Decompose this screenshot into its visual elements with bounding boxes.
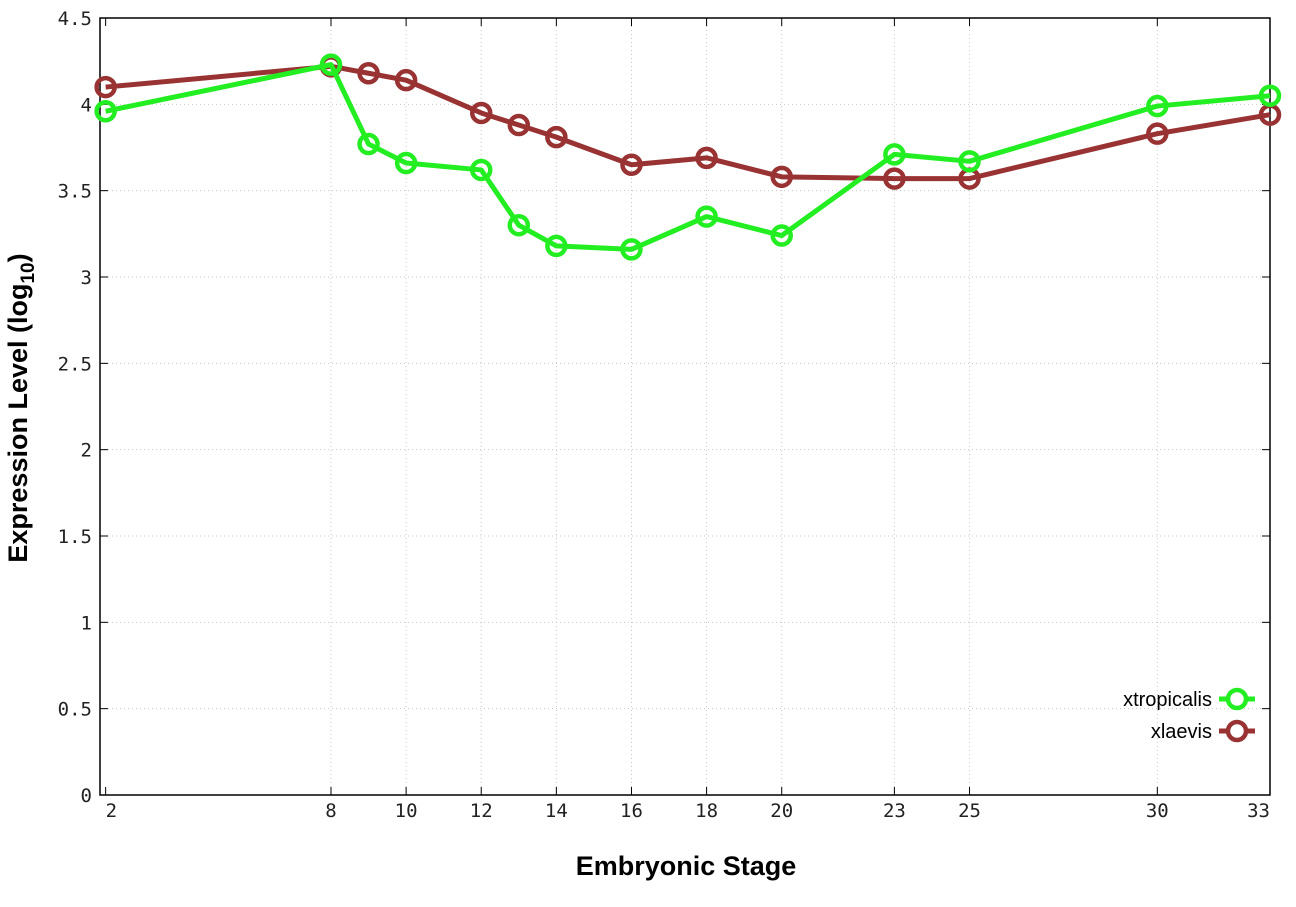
data-point-xtropicalis xyxy=(883,143,906,166)
data-point-xlaevis xyxy=(620,153,643,177)
data-point-xtropicalis xyxy=(958,150,981,173)
x-tick-label: 18 xyxy=(695,800,718,822)
legend-marker-xtropicalis xyxy=(1225,687,1249,711)
y-axis-title-sub: 10 xyxy=(18,262,39,283)
x-tick-label: 25 xyxy=(958,800,981,822)
x-tick-label: 16 xyxy=(620,800,643,822)
data-point-xtropicalis xyxy=(507,213,531,237)
legend-label-xlaevis: xlaevis xyxy=(1151,721,1212,743)
series-line-xlaevis xyxy=(105,63,1271,182)
y-axis-title-main: Expression Level (log xyxy=(3,284,33,563)
data-point-xtropicalis xyxy=(695,205,718,228)
x-tick-label: 23 xyxy=(883,800,906,822)
legend-label-xtropicalis: xtropicalis xyxy=(1123,689,1212,711)
x-tick-label: 12 xyxy=(470,800,493,822)
x-tick-label: 14 xyxy=(545,800,568,822)
data-point-xlaevis xyxy=(883,167,906,190)
axis-ticks: 0 0.5 1 1.5 2 2.5 3 3.5 4 4.5 2 8 10 12 14 16 18 20 23 25 30… xyxy=(58,8,1271,822)
data-point-xlaevis xyxy=(94,75,117,99)
data-point-xtropicalis xyxy=(770,224,793,247)
y-tick-label: 0.5 xyxy=(58,699,92,721)
data-point-xlaevis xyxy=(695,146,718,170)
data-point-xtropicalis xyxy=(1146,94,1169,118)
x-tick-label: 10 xyxy=(395,800,418,822)
y-tick-label: 0 xyxy=(81,785,92,807)
data-point-xtropicalis xyxy=(469,158,493,182)
y-tick-label: 4 xyxy=(81,94,92,116)
grid xyxy=(100,18,1270,795)
data-point-xlaevis xyxy=(545,125,568,149)
data-point-xlaevis xyxy=(394,68,418,92)
data-point-xtropicalis xyxy=(357,132,380,156)
y-tick-label: 3 xyxy=(81,267,92,289)
y-tick-label: 4.5 xyxy=(58,8,92,30)
data-point-xlaevis xyxy=(507,113,531,137)
y-tick-label: 1.5 xyxy=(58,526,92,548)
y-tick-label: 1 xyxy=(81,612,92,634)
data-point-xtropicalis xyxy=(94,99,117,123)
x-axis-title: Embryonic Stage xyxy=(576,851,797,881)
data-point-xtropicalis xyxy=(1258,84,1282,107)
x-tick-label: 30 xyxy=(1146,800,1169,822)
y-axis-title: Expression Level (log10) xyxy=(3,253,39,562)
y-tick-label: 3.5 xyxy=(58,181,92,203)
x-tick-label: 20 xyxy=(770,800,793,822)
plot-frame xyxy=(99,17,1271,796)
legend-marker-xlaevis xyxy=(1225,719,1249,743)
data-point-xtropicalis xyxy=(620,238,643,261)
data-point-xtropicalis xyxy=(319,53,343,76)
data-point-xtropicalis xyxy=(394,151,418,175)
data-point-xlaevis xyxy=(1146,122,1169,145)
legend: xtropicalis xlaevis xyxy=(1123,687,1255,743)
data-point-xlaevis xyxy=(357,62,380,85)
y-tick-label: 2.5 xyxy=(58,353,92,375)
data-point-xtropicalis xyxy=(545,234,568,258)
series-layer xyxy=(94,53,1282,261)
data-point-xlaevis xyxy=(770,165,793,189)
x-tick-label: 33 xyxy=(1247,800,1270,822)
y-tick-label: 2 xyxy=(81,440,92,462)
x-tick-label: 8 xyxy=(325,800,336,822)
series-line-xtropicalis xyxy=(105,62,1271,252)
data-point-xlaevis xyxy=(469,101,493,125)
x-tick-label: 2 xyxy=(106,800,117,822)
y-axis-title-close: ) xyxy=(3,253,33,262)
